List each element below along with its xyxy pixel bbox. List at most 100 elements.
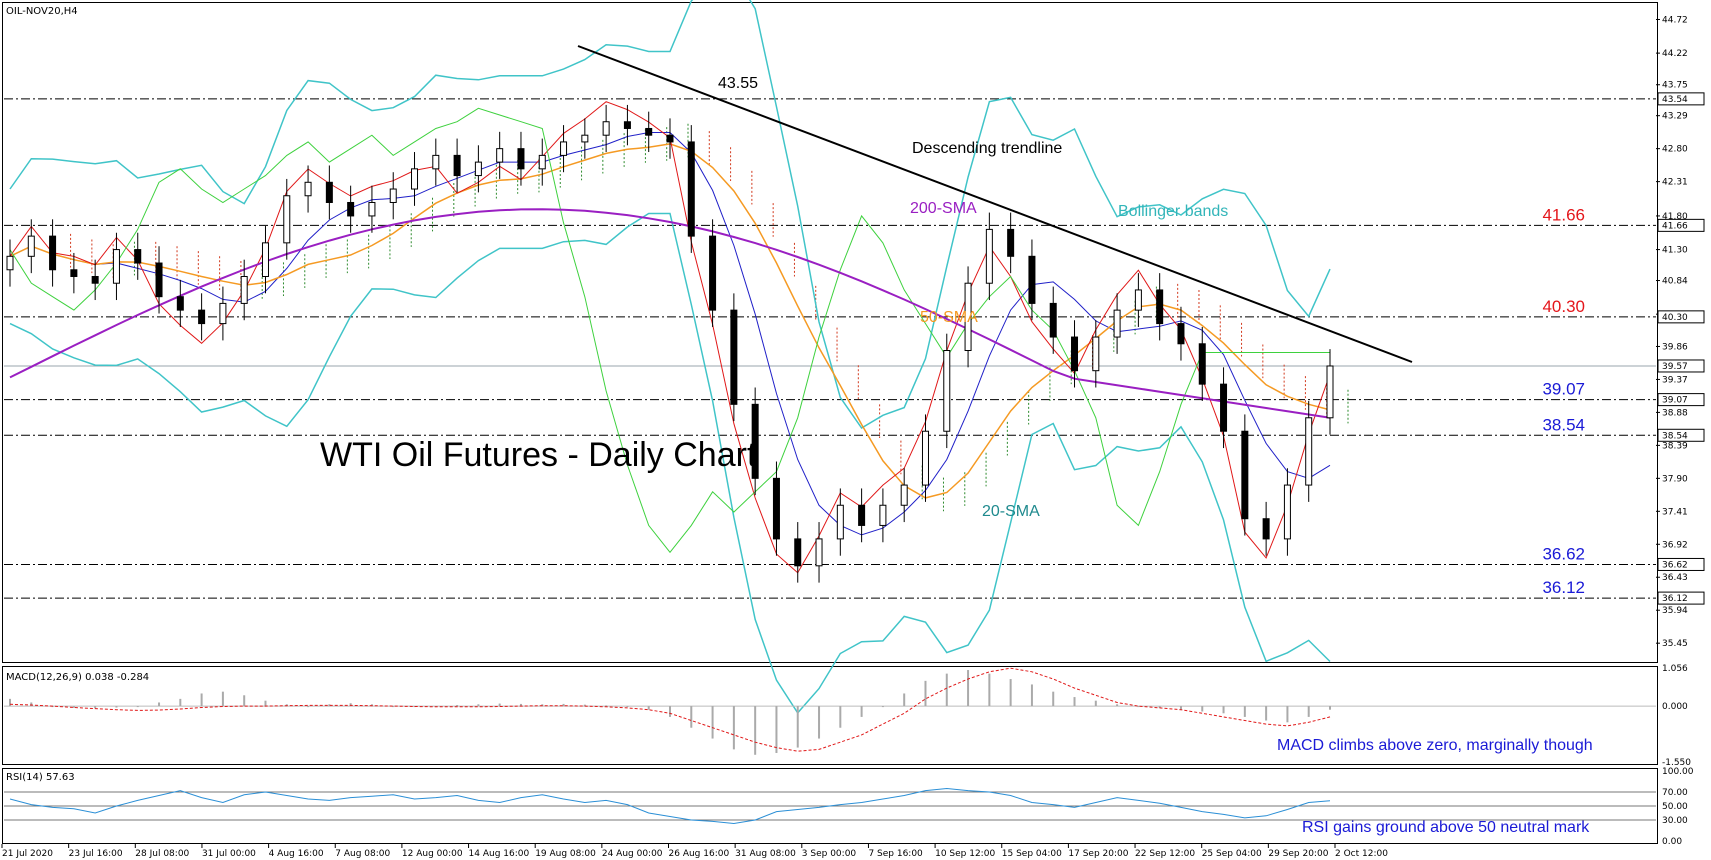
candle-body xyxy=(176,296,184,311)
macd-bar xyxy=(307,706,310,708)
candle xyxy=(70,252,78,294)
candle xyxy=(1049,286,1057,354)
macd-bar xyxy=(456,705,459,707)
macd-bar xyxy=(94,706,97,709)
macd-annotation: MACD climbs above zero, marginally thoug… xyxy=(1277,737,1593,754)
candle xyxy=(1305,400,1313,502)
support-resistance-levels: 41.66 40.30 39.07 38.54 36.62 36.12 xyxy=(4,98,1656,599)
price-tick-label: 44.22 xyxy=(1662,49,1688,59)
price-panel-frame xyxy=(2,2,1658,663)
time-tick-label: 14 Aug 16:00 xyxy=(469,849,530,859)
candle-body xyxy=(411,168,419,190)
peak-annotation: 43.55 xyxy=(718,75,758,92)
macd-bar xyxy=(1201,706,1204,712)
candle-body xyxy=(921,430,929,486)
macd-bar xyxy=(669,706,671,717)
price-badge-label: 39.07 xyxy=(1662,396,1688,406)
candle xyxy=(1028,239,1036,321)
candle xyxy=(730,293,738,422)
time-tick-label: 4 Aug 16:00 xyxy=(269,849,324,859)
macd-bar xyxy=(1030,684,1033,707)
candle-body xyxy=(198,309,206,325)
macd-bar xyxy=(519,703,522,707)
macd-bar xyxy=(1137,706,1140,708)
price-badge xyxy=(1657,591,1705,605)
macd-bar xyxy=(818,706,821,739)
macd-bar xyxy=(924,680,927,707)
candle xyxy=(964,266,972,368)
candle xyxy=(602,104,610,153)
time-tick-label: 31 Jul 00:00 xyxy=(202,849,256,859)
time-tick-label: 17 Sep 20:00 xyxy=(1068,849,1128,859)
candle xyxy=(815,522,823,583)
candle xyxy=(1220,367,1228,449)
price-tick-label: 44.72 xyxy=(1662,15,1688,25)
descending-trendline xyxy=(577,45,1413,363)
price-badge xyxy=(1657,92,1705,106)
candle-body xyxy=(517,148,525,170)
candle xyxy=(1134,273,1142,327)
time-tick-label: 28 Jul 08:00 xyxy=(135,849,189,859)
macd-bar xyxy=(1094,700,1097,707)
price-badge-label: 41.66 xyxy=(1662,221,1688,231)
price-badge xyxy=(1657,428,1705,442)
macd-bar xyxy=(392,706,395,708)
candle-body xyxy=(91,275,99,284)
candle xyxy=(155,246,163,314)
price-tick-label: 41.30 xyxy=(1662,246,1688,256)
bollinger-upper xyxy=(9,0,1331,430)
candle xyxy=(1156,273,1164,341)
candle-body xyxy=(623,121,631,129)
candle xyxy=(858,488,866,543)
candlesticks xyxy=(6,104,1334,583)
candle xyxy=(283,178,291,260)
candle xyxy=(560,125,568,173)
price-tick-label: 38.39 xyxy=(1662,441,1688,451)
rsi-label: RSI(14) 57.63 xyxy=(6,772,75,783)
candle-body xyxy=(1092,336,1100,372)
candle xyxy=(176,279,184,327)
candle xyxy=(751,387,759,496)
sma50-annotation: 50-SMA xyxy=(920,309,978,326)
candle-body xyxy=(1241,430,1249,520)
candle xyxy=(453,138,461,193)
candle xyxy=(1092,320,1100,388)
candle xyxy=(645,111,653,153)
macd-bar xyxy=(498,703,501,707)
macd-bar xyxy=(179,698,182,707)
macd-bar xyxy=(136,706,139,708)
candle-body xyxy=(432,154,440,170)
candle xyxy=(1283,468,1291,556)
price-tick-label: 42.31 xyxy=(1662,178,1688,188)
candle-body xyxy=(155,262,163,298)
candle xyxy=(666,118,674,159)
candle xyxy=(49,219,57,287)
candle xyxy=(1262,501,1270,556)
macd-bar xyxy=(605,705,608,707)
rsi-annotation: RSI gains ground above 50 neutral mark xyxy=(1302,819,1590,836)
price-tick-label: 37.90 xyxy=(1662,474,1688,484)
macd-bar xyxy=(9,698,11,707)
candle-body xyxy=(70,269,78,277)
candle xyxy=(794,522,802,583)
candle xyxy=(1113,293,1121,354)
candle-body xyxy=(560,141,568,156)
candle xyxy=(474,145,482,193)
rsi-line xyxy=(9,787,1331,825)
macd-bar xyxy=(945,673,948,707)
candle-body xyxy=(964,282,972,352)
candle xyxy=(772,461,780,556)
macd-bar xyxy=(1243,706,1246,717)
candle-body xyxy=(1028,255,1036,304)
candle-body xyxy=(538,154,546,170)
candle-body xyxy=(1283,484,1291,540)
candle-body xyxy=(134,249,142,264)
macd-bar xyxy=(860,706,863,717)
candle-body xyxy=(261,242,269,277)
rsi-tick-label: 70.00 xyxy=(1662,788,1688,798)
sma200-line xyxy=(9,208,1331,419)
macd-bar xyxy=(1286,706,1289,723)
macd-bar xyxy=(988,673,991,707)
candle-body xyxy=(1326,365,1334,419)
candle-body xyxy=(666,134,674,143)
